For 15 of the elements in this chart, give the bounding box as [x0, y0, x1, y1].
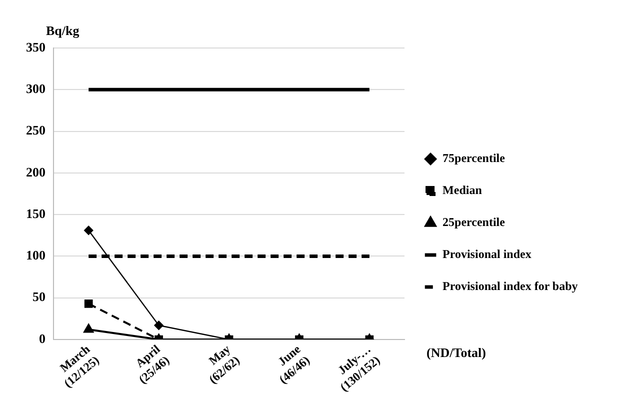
y-tick-label: 300 — [26, 81, 46, 96]
y-axis-title: Bq/kg — [46, 22, 80, 38]
y-tick-label: 0 — [39, 330, 46, 346]
y-tick-label: 350 — [26, 39, 46, 54]
y-tick-label: 250 — [26, 122, 46, 138]
y-tick-label: 50 — [32, 289, 46, 304]
legend-label: Median — [442, 183, 482, 198]
legend-label: Provisional index for baby — [442, 279, 578, 294]
y-tick-label: 200 — [26, 164, 46, 180]
legend-label: 25percentile — [442, 215, 506, 230]
legend-label: Provisional index — [442, 247, 532, 262]
legend-label: 75percentile — [442, 151, 506, 166]
x-axis-title: (ND/Total) — [426, 344, 486, 360]
y-tick-label: 150 — [26, 206, 46, 221]
y-tick-label: 100 — [26, 248, 46, 263]
